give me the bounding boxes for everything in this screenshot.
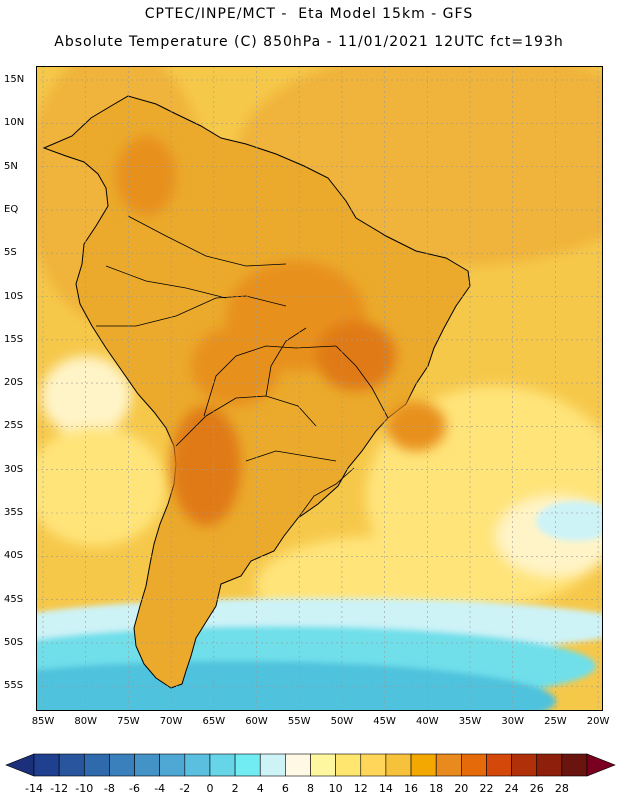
colorbar-swatch [561, 753, 588, 777]
colorbar-swatch [134, 753, 160, 777]
lat-label: 30S [4, 463, 24, 475]
colorbar-swatch [109, 753, 135, 777]
colorbar-tick-label: 24 [504, 782, 519, 795]
colorbar-tick-label: 28 [554, 782, 569, 795]
colorbar-tick-label: 0 [206, 782, 214, 795]
colorbar-swatch [385, 753, 412, 777]
lon-label: 50W [330, 716, 354, 727]
temperature-map [36, 66, 603, 711]
colorbar-swatch [58, 753, 85, 777]
lon-label: 60W [245, 716, 268, 727]
map-frame [36, 66, 603, 711]
lon-label: 65W [202, 716, 226, 727]
colorbar-tick-label: -8 [103, 782, 115, 795]
colorbar-swatch [511, 753, 538, 777]
colorbar-swatch [209, 753, 236, 777]
colorbar-tick-label: -2 [179, 782, 191, 795]
cold-patch-east [536, 501, 603, 541]
lon-label: 20W [586, 716, 610, 727]
lat-label: 15N [4, 74, 25, 85]
lon-label: 45W [373, 716, 396, 727]
colorbar-tick-label: 8 [307, 782, 314, 795]
lat-label: 10S [4, 290, 24, 302]
warm-core-north [116, 136, 176, 216]
lat-label: 55S [4, 680, 24, 692]
lon-label: 70W [159, 716, 183, 727]
lat-label: 25S [4, 420, 24, 432]
colorbar-tick-label: 16 [404, 782, 419, 795]
colorbar-tick-label: 2 [231, 782, 239, 795]
colorbar-tick-label: 10 [328, 782, 343, 795]
colorbar-tick-label: 22 [479, 782, 494, 795]
colorbar-swatch [285, 753, 311, 777]
colorbar-swatch [360, 753, 387, 777]
colorbar-swatch [536, 753, 563, 777]
lat-label: 50S [4, 636, 24, 648]
title-line-2: Absolute Temperature (C) 850hPa - 11/01/… [54, 34, 564, 50]
colorbar-tick-label: 18 [429, 782, 444, 795]
colorbar-swatch [83, 753, 110, 777]
lon-label: 30W [501, 716, 524, 727]
colorbar-swatch [486, 753, 512, 777]
lat-label: 40S [4, 550, 24, 562]
lon-label: 55W [287, 716, 311, 727]
warm-core-southeast [386, 401, 446, 451]
colorbar-low-arrow [5, 753, 35, 777]
colorbar-swatch [159, 753, 186, 777]
lon-label: 40W [415, 716, 439, 727]
cool-pacific [36, 426, 166, 546]
colorbar-tick-label: 12 [353, 782, 368, 795]
colorbar-tick-label: -10 [75, 782, 94, 795]
colorbar-tick-label: -6 [129, 782, 141, 795]
lon-label: 75W [117, 716, 140, 727]
warm-core-argentina [171, 406, 241, 526]
colorbar [5, 753, 616, 777]
lon-label: 85W [31, 716, 55, 727]
colorbar-tick-label: -14 [25, 782, 43, 795]
lat-label: 5N [4, 160, 18, 172]
lat-label: 35S [4, 507, 24, 518]
lat-label: 15S [4, 333, 24, 345]
colorbar-swatch [310, 753, 336, 777]
title-line-1: CPTEC/INPE/MCT - Eta Model 15km - GFS [144, 6, 474, 22]
lon-label: 35W [458, 716, 482, 727]
lat-label: 10N [4, 117, 25, 129]
colorbar-swatch [33, 753, 60, 777]
colorbar-tick-label: 6 [281, 782, 289, 795]
colorbar-high-arrow [586, 753, 616, 777]
colorbar-swatch [461, 753, 487, 777]
lat-label: 5S [4, 247, 17, 259]
warm-core-field [116, 136, 446, 526]
map-panel [36, 66, 603, 711]
colorbar-swatch [234, 753, 261, 777]
lat-label: EQ [4, 203, 19, 215]
lat-label: 45S [4, 593, 24, 605]
warm-core-east-brazil [316, 321, 396, 391]
colorbar-tick-label: 14 [378, 782, 393, 795]
colorbar-tick-label: -4 [154, 782, 166, 795]
country-borders [96, 215, 389, 519]
colorbar-tick-label: 26 [529, 782, 544, 795]
lat-label: 20S [4, 377, 24, 389]
colorbar-tick-label: 4 [256, 782, 264, 795]
colorbar-swatch [410, 753, 437, 777]
colorbar-swatch [259, 753, 286, 777]
colorbar-swatch [435, 753, 462, 777]
colorbar-swatch [335, 753, 362, 777]
colorbar-tick-label: 20 [454, 782, 469, 795]
colorbar-tick-label: -12 [50, 782, 69, 795]
lon-label: 80W [74, 716, 97, 727]
colorbar-swatch [184, 753, 211, 777]
lon-label: 25W [544, 716, 567, 727]
warm-core-bolivia [191, 326, 281, 406]
